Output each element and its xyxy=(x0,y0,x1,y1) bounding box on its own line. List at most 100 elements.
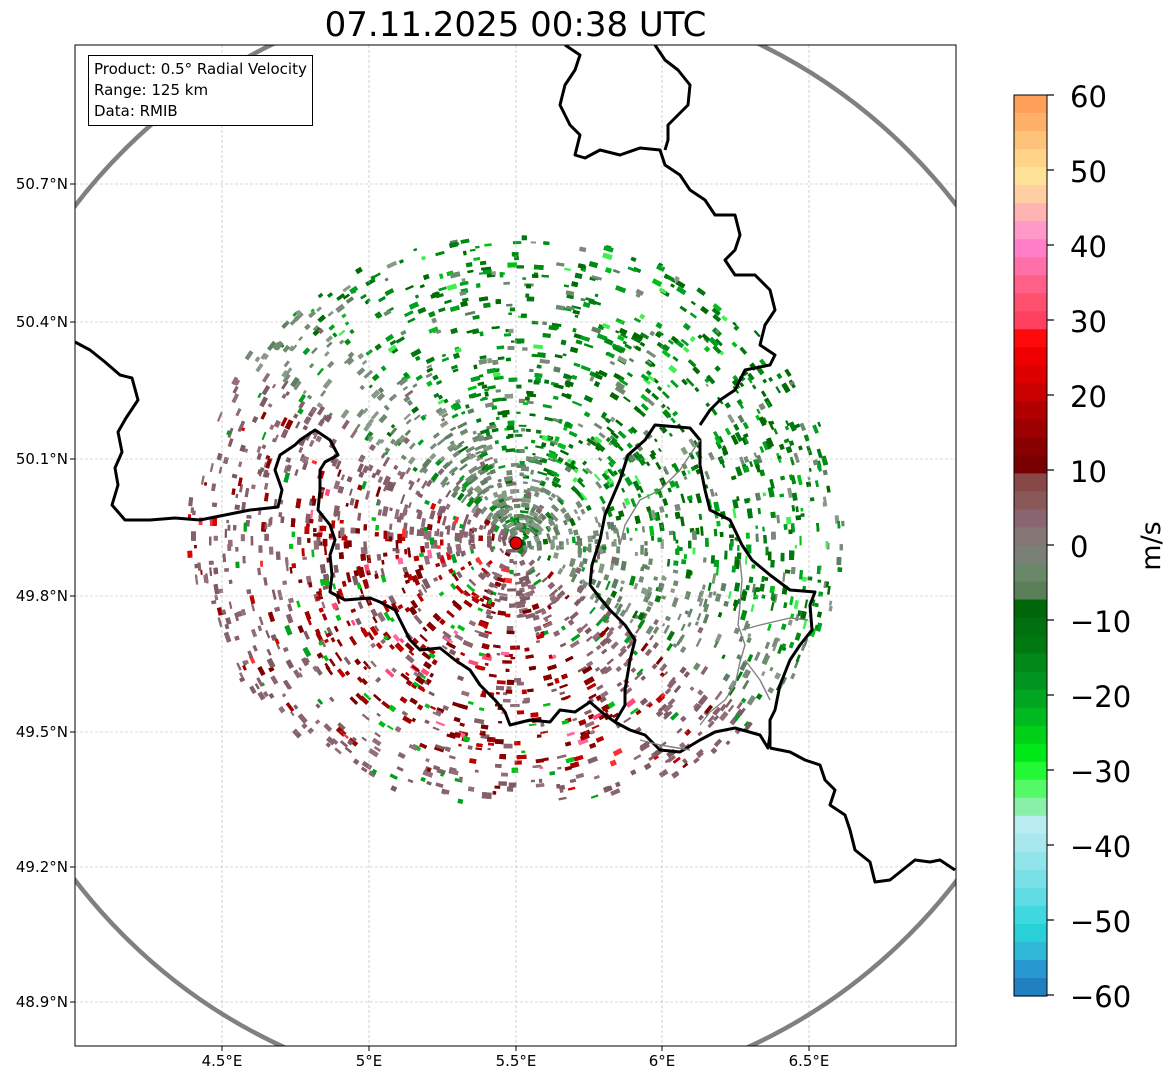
echo-gate xyxy=(293,380,302,391)
echo-gate xyxy=(561,392,569,398)
echo-gate xyxy=(301,722,308,730)
echo-gate xyxy=(492,574,499,580)
echo-gate xyxy=(740,609,748,621)
echo-gate xyxy=(315,719,321,725)
echo-gate xyxy=(627,428,634,435)
echo-gate xyxy=(679,666,687,675)
echo-gate xyxy=(255,363,264,373)
echo-gate xyxy=(357,352,365,360)
echo-gate xyxy=(783,438,790,444)
echo-gate xyxy=(518,398,525,404)
echo-gate xyxy=(617,430,627,439)
echo-gate xyxy=(536,640,540,644)
echo-gate xyxy=(469,545,474,550)
echo-gate xyxy=(319,563,327,574)
echo-gate xyxy=(371,737,382,747)
echo-gate xyxy=(657,330,664,337)
echo-gate xyxy=(416,704,424,711)
echo-gate xyxy=(319,578,326,586)
echo-gate xyxy=(629,537,633,541)
echo-gate xyxy=(258,616,264,626)
echo-gate xyxy=(458,743,462,747)
echo-gate xyxy=(764,641,770,650)
echo-gate xyxy=(424,703,431,709)
echo-gate xyxy=(811,599,816,607)
echo-gate xyxy=(681,559,687,565)
echo-gate xyxy=(388,643,395,650)
echo-gate xyxy=(721,315,728,322)
echo-gate xyxy=(527,688,534,693)
echo-gate xyxy=(476,456,484,462)
echo-gate xyxy=(761,654,771,665)
echo-gate xyxy=(261,372,271,383)
echo-gate xyxy=(361,713,370,721)
echo-gate xyxy=(596,333,608,341)
echo-gate xyxy=(290,711,295,717)
echo-gate xyxy=(743,456,750,463)
echo-gate xyxy=(714,365,721,372)
echo-gate xyxy=(479,331,484,337)
echo-gate xyxy=(632,480,642,491)
echo-gate xyxy=(478,524,484,531)
echo-gate xyxy=(763,576,769,581)
echo-gate xyxy=(365,490,371,500)
echo-gate xyxy=(439,273,444,279)
echo-gate xyxy=(795,506,799,513)
echo-gate xyxy=(549,771,556,776)
echo-gate xyxy=(675,279,686,289)
echo-gate xyxy=(582,460,588,466)
echo-gate xyxy=(717,612,723,618)
echo-gate xyxy=(301,657,310,667)
echo-gate xyxy=(606,658,615,665)
echo-gate xyxy=(332,332,338,338)
echo-gate xyxy=(714,492,718,497)
echo-gate xyxy=(370,410,380,420)
echo-gate xyxy=(213,535,218,541)
echo-gate xyxy=(504,551,511,557)
echo-gate xyxy=(538,778,543,784)
echo-gate xyxy=(416,477,421,483)
echo-gate xyxy=(529,583,537,591)
echo-gate xyxy=(593,473,601,482)
echo-gate xyxy=(492,790,497,795)
echo-gate xyxy=(412,466,418,472)
echo-gate xyxy=(613,539,617,547)
echo-gate xyxy=(231,488,236,496)
echo-gate xyxy=(618,648,627,658)
echo-gate xyxy=(575,339,583,345)
echo-gate xyxy=(386,724,394,731)
echo-gate xyxy=(444,432,453,440)
echo-gate xyxy=(438,591,445,597)
echo-gate xyxy=(322,538,328,547)
echo-gate xyxy=(509,488,517,495)
echo-gate xyxy=(664,513,669,518)
echo-gate xyxy=(479,506,488,515)
echo-gate xyxy=(709,488,715,497)
echo-gate xyxy=(411,717,417,723)
echo-gate xyxy=(816,565,821,575)
echo-gate xyxy=(483,269,492,275)
echo-gate xyxy=(531,353,539,358)
echo-gate xyxy=(362,578,370,590)
echo-gate xyxy=(644,541,648,546)
echo-gate xyxy=(505,613,511,618)
echo-gate xyxy=(428,310,436,318)
echo-gate xyxy=(657,447,662,453)
echo-gate xyxy=(461,411,466,415)
echo-gate xyxy=(733,324,740,332)
echo-gate xyxy=(371,272,381,280)
echo-gate xyxy=(499,504,508,510)
echo-gate xyxy=(246,515,252,519)
echo-gate xyxy=(401,536,406,541)
echo-gate xyxy=(285,613,294,624)
echo-gate xyxy=(303,416,311,425)
echo-gate xyxy=(714,633,723,644)
echo-gate xyxy=(559,683,568,689)
echo-gate xyxy=(234,504,240,510)
echo-gate xyxy=(707,720,715,729)
echo-gate xyxy=(381,559,385,565)
echo-gate xyxy=(478,358,488,365)
echo-gate xyxy=(700,306,709,315)
echo-gate xyxy=(507,588,517,592)
